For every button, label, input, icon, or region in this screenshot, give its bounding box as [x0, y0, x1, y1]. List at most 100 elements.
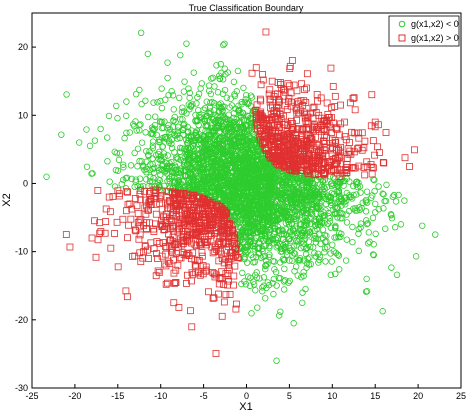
data-point-negative	[259, 221, 267, 228]
data-point-positive	[145, 255, 152, 262]
data-point-negative	[189, 181, 196, 189]
data-point-negative	[120, 161, 127, 168]
data-point-negative	[136, 127, 143, 134]
data-point-negative	[247, 144, 255, 152]
data-point-negative	[183, 40, 190, 47]
data-point-negative	[170, 179, 178, 187]
data-point-positive	[351, 129, 359, 137]
data-point-negative	[242, 233, 250, 241]
data-point-negative	[363, 220, 371, 228]
data-point-positive	[134, 210, 142, 218]
data-point-negative	[186, 150, 194, 157]
data-point-negative	[363, 288, 371, 295]
data-point-positive	[248, 69, 256, 77]
data-point-negative	[252, 186, 260, 193]
data-point-negative	[126, 129, 134, 136]
data-point-negative	[176, 94, 183, 102]
data-point-negative	[315, 259, 322, 266]
data-point-negative	[145, 182, 152, 190]
data-point-negative	[238, 170, 246, 178]
data-point-positive	[154, 255, 161, 262]
data-point-negative	[395, 191, 402, 199]
data-point-negative	[229, 160, 237, 167]
data-point-negative	[184, 172, 192, 179]
data-point-negative	[194, 117, 201, 125]
data-point-negative	[388, 212, 395, 219]
data-point-positive	[225, 220, 233, 228]
legend-marker-negative	[398, 20, 406, 28]
data-point-negative	[245, 159, 253, 166]
data-point-positive	[277, 79, 284, 86]
data-point-negative	[251, 246, 258, 253]
data-point-negative	[295, 256, 303, 264]
data-point-negative	[214, 113, 221, 120]
data-point-negative	[262, 257, 270, 264]
data-point-positive	[380, 159, 388, 167]
data-point-positive	[220, 259, 228, 267]
data-point-negative	[213, 152, 221, 159]
data-point-negative	[204, 184, 211, 191]
data-point-positive	[233, 300, 240, 308]
data-point-negative	[273, 234, 280, 241]
data-point-negative	[192, 129, 199, 137]
data-point-positive	[184, 217, 192, 225]
data-point-negative	[282, 207, 289, 214]
data-point-negative	[277, 191, 285, 199]
data-point-negative	[171, 149, 178, 156]
data-point-negative	[274, 223, 281, 230]
data-point-negative	[240, 163, 247, 170]
data-point-negative	[86, 142, 94, 150]
data-point-positive	[274, 156, 281, 164]
data-point-negative	[246, 148, 253, 155]
data-point-negative	[304, 174, 312, 182]
data-point-negative	[97, 125, 104, 133]
data-point-negative	[231, 150, 239, 158]
data-point-negative	[291, 267, 298, 275]
data-point-negative	[223, 158, 230, 165]
data-point-negative	[159, 143, 167, 150]
data-point-negative	[158, 85, 165, 92]
data-point-positive	[111, 230, 119, 237]
data-point-positive	[174, 239, 182, 247]
x-axis-label: X1	[239, 401, 252, 412]
data-point-positive	[286, 62, 294, 70]
data-point-positive	[292, 104, 300, 112]
data-point-negative	[165, 139, 173, 146]
data-point-positive	[66, 243, 74, 251]
data-point-positive	[183, 236, 191, 244]
data-point-negative	[192, 136, 199, 143]
data-point-negative	[154, 99, 161, 106]
data-point-negative	[204, 165, 212, 173]
data-point-negative	[221, 185, 228, 192]
data-point-positive	[279, 158, 286, 166]
data-point-negative	[183, 110, 190, 117]
data-point-positive	[162, 243, 169, 250]
data-point-negative	[164, 177, 171, 185]
data-point-negative	[185, 85, 192, 92]
data-point-negative	[262, 178, 269, 185]
data-point-positive	[293, 87, 301, 95]
data-point-negative	[200, 173, 208, 181]
data-point-positive	[171, 190, 178, 198]
data-point-positive	[361, 171, 369, 179]
data-point-negative	[250, 209, 257, 217]
data-point-positive	[368, 170, 376, 178]
data-point-positive	[153, 238, 161, 246]
data-point-negative	[328, 199, 335, 206]
data-point-positive	[174, 195, 182, 202]
data-point-negative	[269, 176, 276, 184]
data-point-negative	[317, 210, 324, 218]
data-point-positive	[261, 138, 269, 145]
data-point-negative	[338, 202, 345, 209]
data-point-negative	[207, 180, 214, 187]
data-point-positive	[311, 150, 319, 158]
data-point-negative	[267, 200, 274, 207]
data-point-negative	[205, 82, 213, 89]
data-point-negative	[321, 249, 328, 256]
data-point-negative	[239, 138, 247, 145]
data-point-negative	[243, 243, 250, 251]
data-point-negative	[313, 198, 320, 205]
data-point-negative	[353, 191, 360, 198]
data-point-negative	[228, 102, 236, 109]
data-point-positive	[175, 304, 183, 311]
